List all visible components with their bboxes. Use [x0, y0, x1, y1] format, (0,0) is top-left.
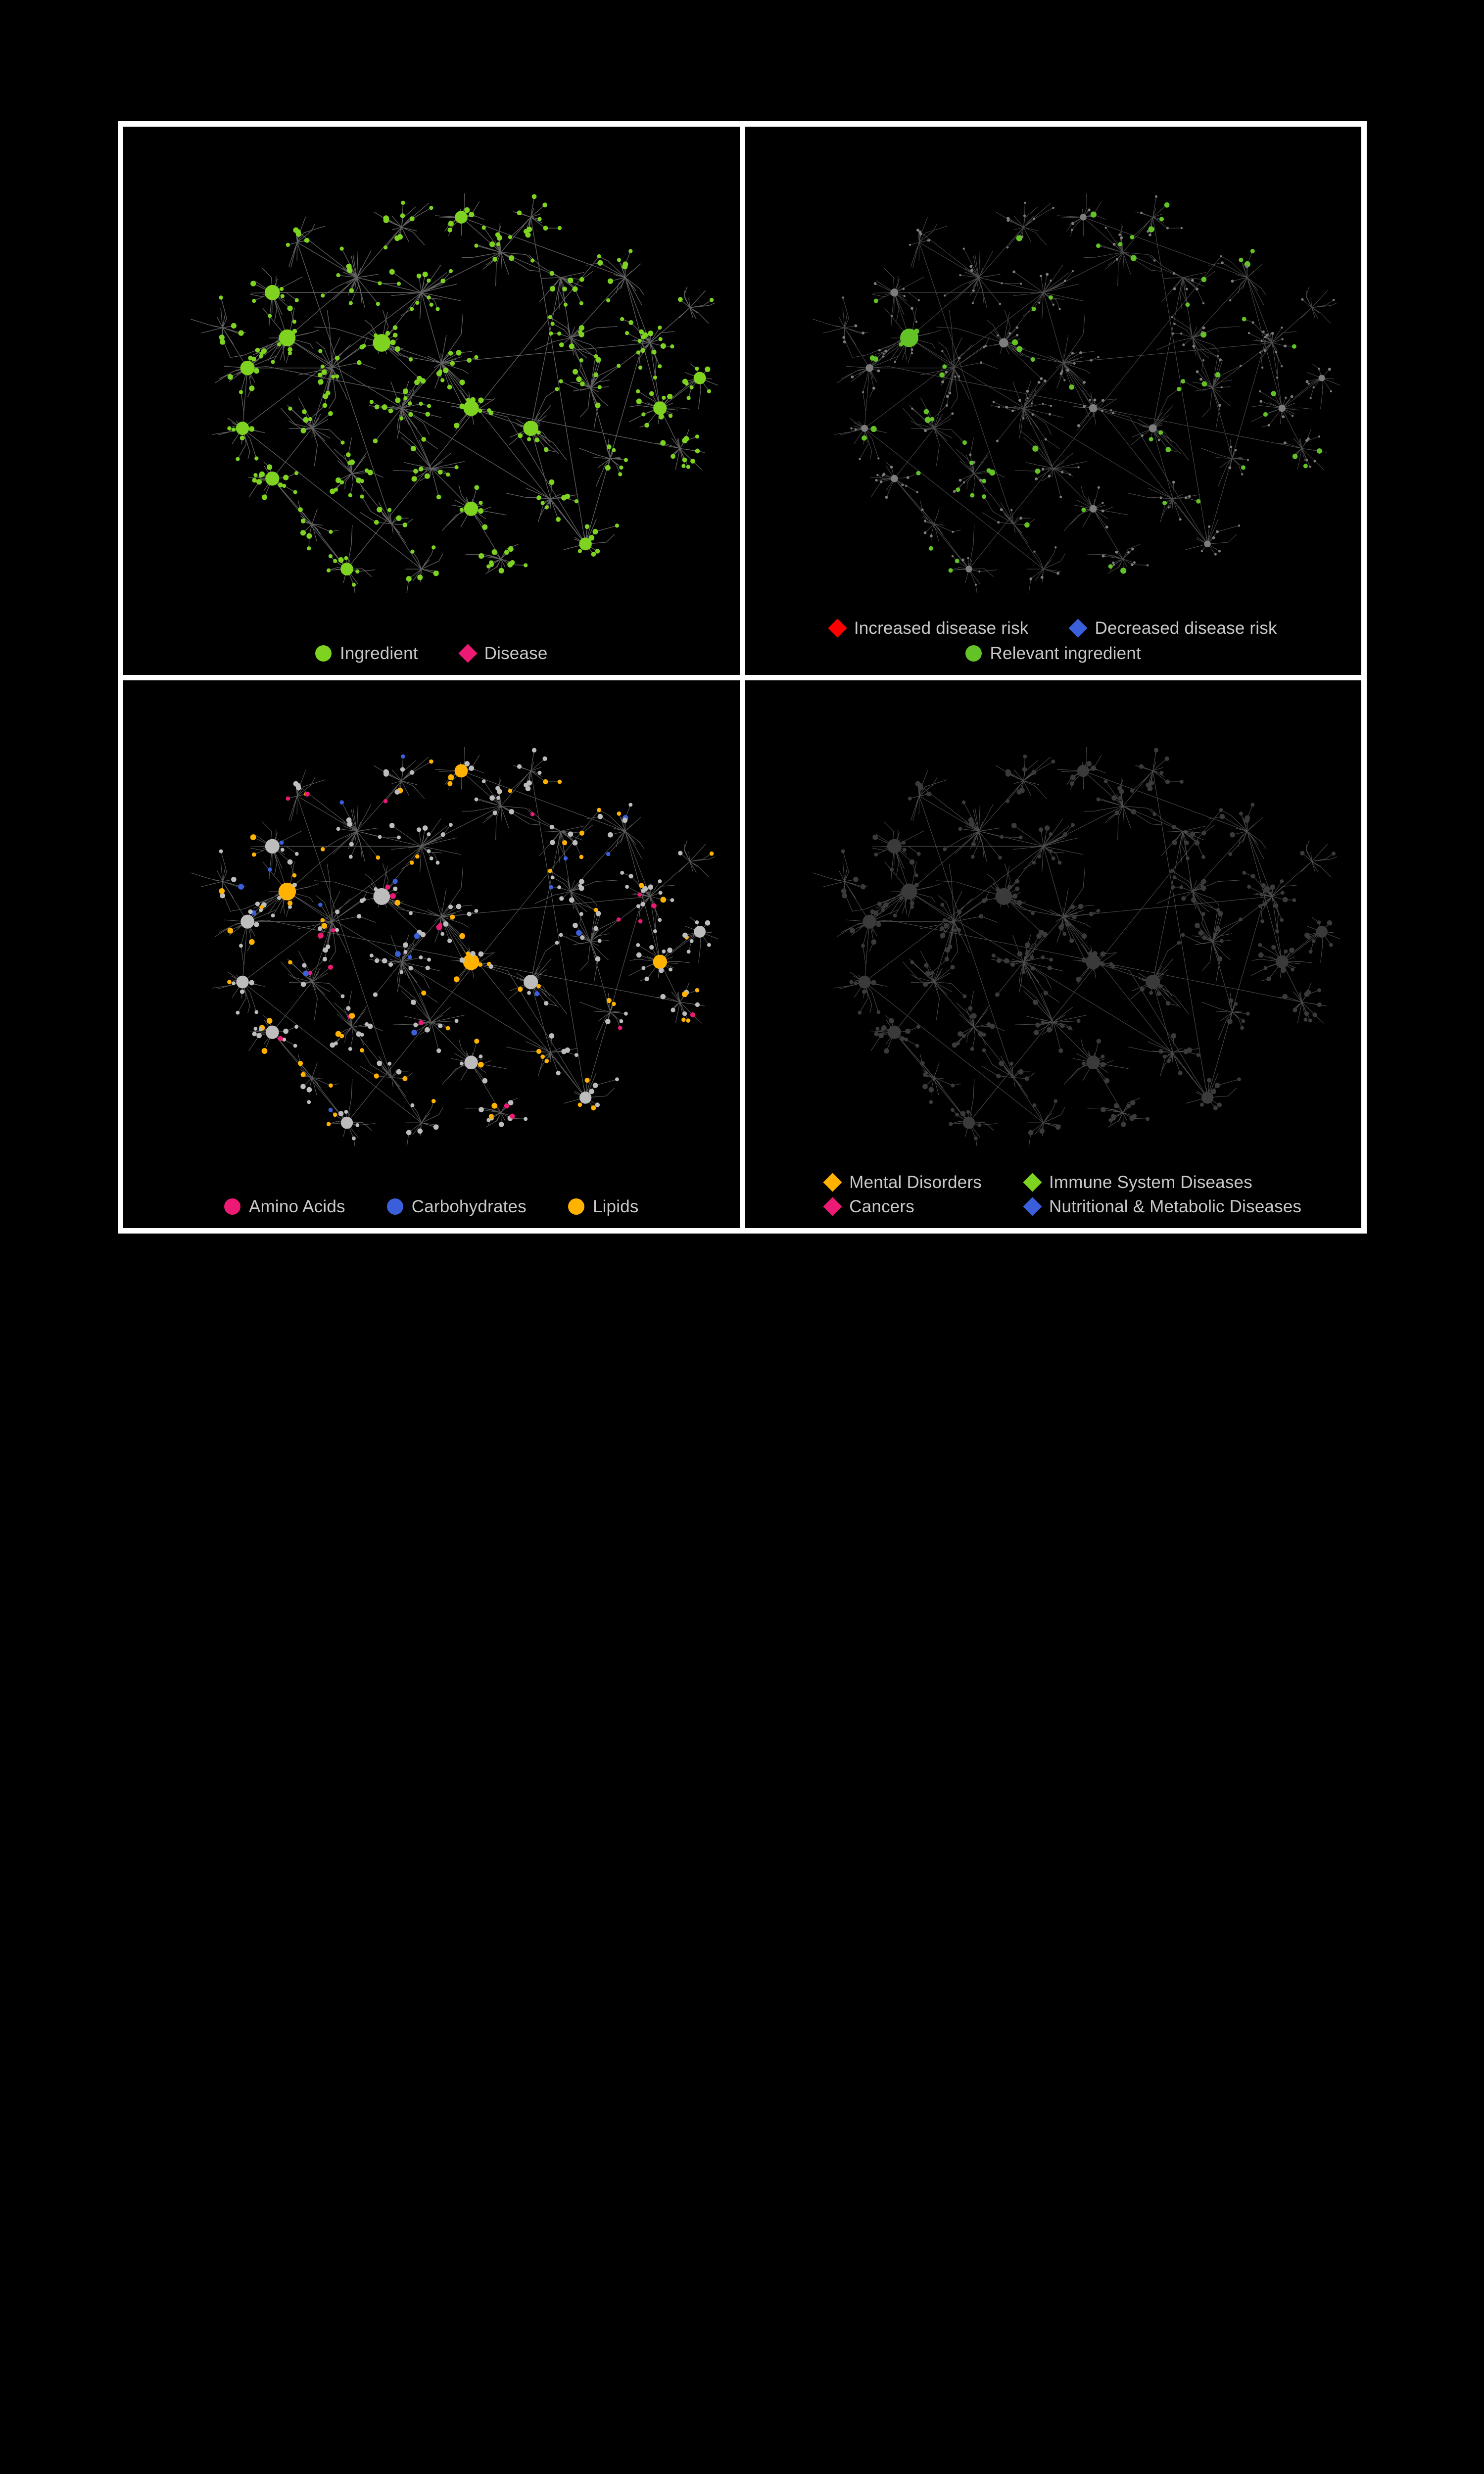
diamond-swatch-icon — [823, 1197, 842, 1216]
legend-panel-3: Amino Acids Carbohydrates Lipids — [123, 1198, 740, 1215]
legend-label: Increased disease risk — [854, 618, 1029, 638]
legend-label: Ingredient — [339, 643, 418, 663]
legend-item-ingredient[interactable]: Ingredient — [315, 645, 418, 662]
panel-disease-class[interactable]: Mental Disorders Immune System Diseases … — [745, 680, 1362, 1229]
legend-panel-1: Ingredient Disease — [123, 643, 740, 663]
panel-ingredient-class[interactable]: Amino Acids Carbohydrates Lipids — [123, 680, 740, 1229]
network-canvas-3[interactable] — [123, 680, 740, 1229]
panel-disease-risk[interactable]: Increased disease risk Decreased disease… — [745, 127, 1362, 675]
legend-panel-2: Increased disease risk Decreased disease… — [745, 618, 1362, 662]
legend-item-lipids[interactable]: Lipids — [568, 1198, 639, 1215]
legend-item-decreased-risk[interactable]: Decreased disease risk — [1068, 618, 1277, 638]
legend-label: Immune System Diseases — [1049, 1173, 1252, 1192]
legend-label: Cancers — [849, 1197, 914, 1216]
legend-panel-4: Mental Disorders Immune System Diseases … — [745, 1173, 1362, 1216]
circle-swatch-icon — [965, 645, 982, 662]
legend-item-cancers[interactable]: Cancers — [823, 1197, 982, 1216]
legend-label: Decreased disease risk — [1095, 618, 1277, 638]
legend-label: Disease — [484, 643, 548, 663]
legend-label: Carbohydrates — [411, 1197, 527, 1216]
diamond-swatch-icon — [823, 1173, 842, 1192]
circle-swatch-icon — [315, 645, 332, 662]
legend-item-nutritional-metabolic-diseases[interactable]: Nutritional & Metabolic Diseases — [1023, 1197, 1302, 1216]
legend-item-increased-risk[interactable]: Increased disease risk — [828, 618, 1029, 638]
network-canvas-1[interactable] — [123, 127, 740, 675]
circle-swatch-icon — [224, 1198, 240, 1215]
circle-swatch-icon — [568, 1198, 584, 1215]
legend-item-disease[interactable]: Disease — [458, 643, 548, 663]
diamond-swatch-icon — [1068, 618, 1088, 638]
legend-item-mental-disorders[interactable]: Mental Disorders — [823, 1173, 982, 1192]
network-canvas-4[interactable] — [745, 680, 1362, 1229]
diamond-swatch-icon — [458, 643, 478, 663]
diamond-swatch-icon — [1023, 1173, 1042, 1192]
legend-item-relevant-ingredient[interactable]: Relevant ingredient — [965, 645, 1141, 662]
legend-label: Relevant ingredient — [990, 643, 1141, 663]
legend-label: Amino Acids — [248, 1197, 345, 1216]
footer: Created by: EdgeLeap Powered by: — [0, 1234, 1484, 1339]
diamond-swatch-icon — [1023, 1197, 1042, 1216]
figure-root: Ingredient Disease Increased disease ris… — [0, 121, 1484, 1339]
legend-item-immune-system-diseases[interactable]: Immune System Diseases — [1023, 1173, 1301, 1192]
legend-item-amino-acids[interactable]: Amino Acids — [224, 1198, 345, 1215]
legend-label: Nutritional & Metabolic Diseases — [1049, 1197, 1302, 1216]
diamond-swatch-icon — [828, 618, 847, 638]
circle-swatch-icon — [386, 1198, 403, 1215]
legend-label: Mental Disorders — [849, 1173, 982, 1192]
panel-ingredient-disease[interactable]: Ingredient Disease — [123, 127, 740, 675]
legend-label: Lipids — [592, 1197, 639, 1216]
panel-grid: Ingredient Disease Increased disease ris… — [118, 121, 1367, 1234]
legend-item-carbohydrates[interactable]: Carbohydrates — [386, 1197, 527, 1216]
network-canvas-2[interactable] — [745, 127, 1362, 675]
